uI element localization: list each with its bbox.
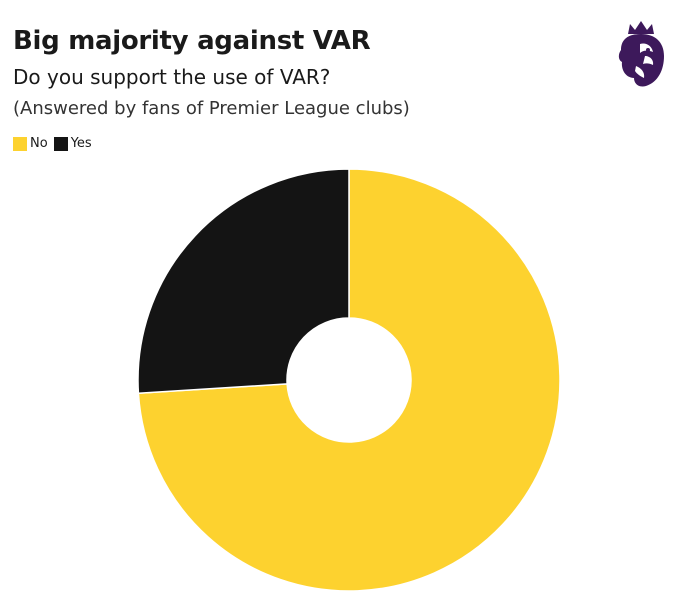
legend-item-no: No [13, 136, 48, 151]
premier-league-lion-icon [618, 21, 664, 87]
chart-legend: No Yes [13, 136, 98, 151]
chart-note: (Answered by fans of Premier League club… [13, 98, 410, 119]
donut-slice-yes [137, 168, 350, 395]
donut-slice-no [137, 168, 561, 592]
legend-item-yes: Yes [53, 136, 92, 151]
legend-swatch-no [13, 136, 27, 151]
legend-label-yes: Yes [70, 136, 92, 151]
legend-swatch-yes [53, 136, 68, 151]
chart-subtitle: Do you support the use of VAR? [13, 65, 331, 89]
chart-title: Big majority against VAR [13, 26, 371, 56]
legend-label-no: No [30, 136, 48, 151]
